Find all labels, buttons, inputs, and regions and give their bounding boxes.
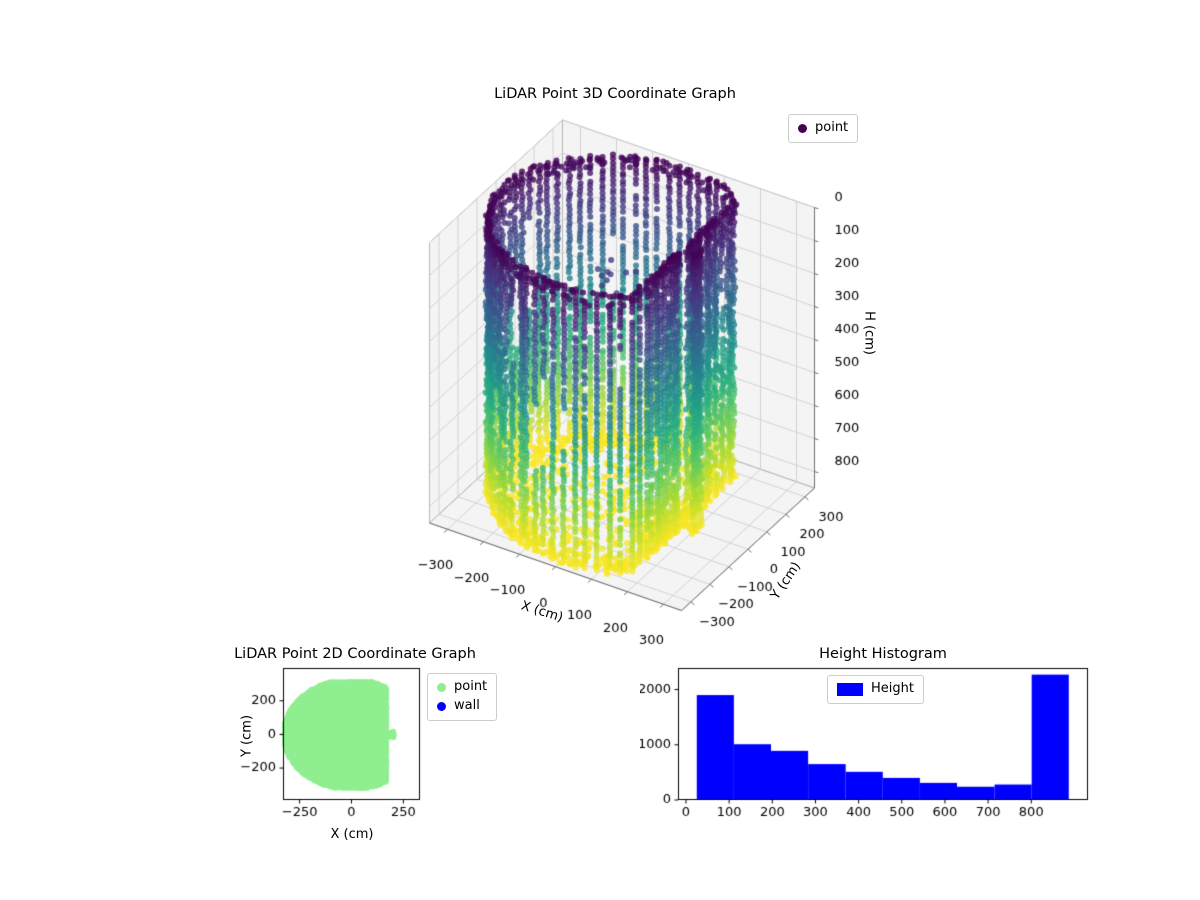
plot2d-legend: point wall [427, 673, 498, 721]
plot2d-title: LiDAR Point 2D Coordinate Graph [234, 646, 476, 662]
legend-label: point [454, 679, 488, 694]
plot3d-canvas [385, 95, 895, 665]
point-marker-icon [437, 682, 446, 692]
legend-entry-point: point [798, 119, 848, 138]
legend-entry-wall: wall [437, 697, 487, 716]
legend-label: Height [871, 681, 914, 696]
plot3d-title: LiDAR Point 3D Coordinate Graph [494, 86, 736, 102]
legend-label: wall [454, 697, 480, 713]
legend-entry-height: Height [837, 680, 914, 699]
wall-marker-icon [437, 701, 446, 711]
point-marker-icon [798, 123, 807, 133]
plot3d-legend: point [788, 114, 859, 143]
plot2d-xlabel: X (cm) [330, 827, 374, 842]
plot3d-zlabel: H (cm) [861, 311, 877, 355]
plot2d-ylabel: Y (cm) [239, 714, 255, 758]
plot2d-canvas [225, 655, 435, 830]
legend-entry-point: point [437, 678, 487, 697]
histogram-title: Height Histogram [819, 646, 947, 662]
histogram-legend: Height [827, 675, 924, 704]
legend-label: point [815, 120, 849, 135]
height-swatch-icon [837, 682, 863, 696]
